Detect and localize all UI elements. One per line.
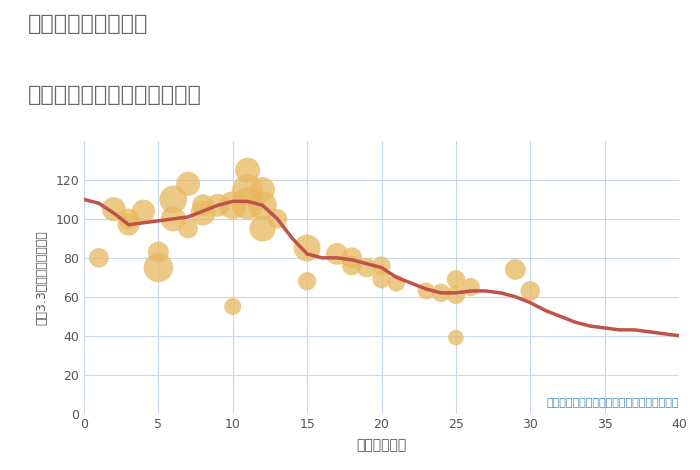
Point bbox=[242, 186, 253, 194]
Text: 福岡県春日市昇町の: 福岡県春日市昇町の bbox=[28, 14, 148, 34]
Point bbox=[421, 287, 432, 295]
Point bbox=[465, 283, 476, 291]
Point bbox=[168, 196, 179, 203]
Point bbox=[168, 215, 179, 223]
Point bbox=[302, 277, 313, 285]
Point bbox=[212, 202, 223, 209]
Point bbox=[450, 275, 461, 283]
Point bbox=[227, 303, 238, 310]
Point bbox=[257, 202, 268, 209]
Point bbox=[302, 244, 313, 252]
Point bbox=[242, 200, 253, 207]
Text: 築年数別中古マンション価格: 築年数別中古マンション価格 bbox=[28, 85, 202, 105]
Point bbox=[183, 180, 194, 188]
Point bbox=[272, 215, 283, 223]
Point bbox=[183, 225, 194, 232]
Point bbox=[153, 248, 164, 256]
Point bbox=[510, 266, 521, 273]
Point bbox=[242, 166, 253, 174]
Point bbox=[257, 225, 268, 232]
Point bbox=[93, 254, 104, 262]
Text: 円の大きさは、取引のあった物件面積を示す: 円の大きさは、取引のあった物件面積を示す bbox=[547, 398, 679, 408]
Point bbox=[108, 205, 119, 213]
Point bbox=[376, 262, 387, 269]
Point bbox=[391, 279, 402, 287]
Point bbox=[346, 262, 357, 269]
Point bbox=[435, 289, 447, 297]
Point bbox=[153, 264, 164, 271]
Point bbox=[346, 254, 357, 262]
Point bbox=[197, 209, 209, 217]
Point bbox=[197, 202, 209, 209]
Point bbox=[257, 186, 268, 194]
Y-axis label: 坪（3.3㎡）単価（万円）: 坪（3.3㎡）単価（万円） bbox=[35, 230, 48, 325]
Point bbox=[450, 291, 461, 298]
Point bbox=[450, 334, 461, 341]
Point bbox=[227, 202, 238, 209]
Point bbox=[331, 250, 342, 258]
X-axis label: 築年数（年）: 築年数（年） bbox=[356, 439, 407, 453]
Point bbox=[123, 221, 134, 228]
Point bbox=[361, 264, 372, 271]
Point bbox=[376, 275, 387, 283]
Point bbox=[123, 215, 134, 223]
Point bbox=[525, 287, 536, 295]
Point bbox=[138, 207, 149, 215]
